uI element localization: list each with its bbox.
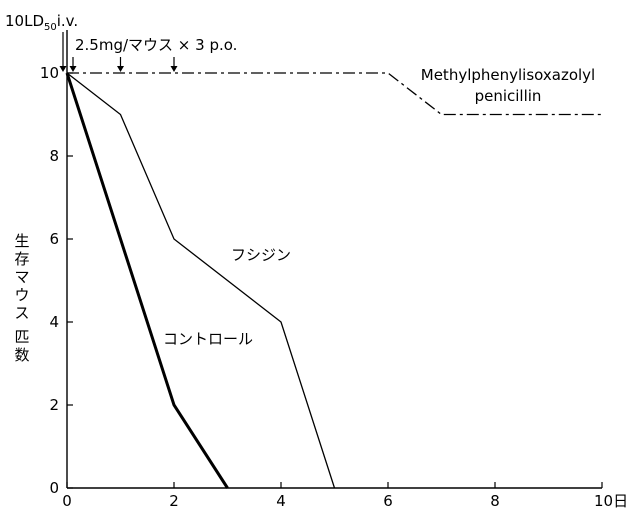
dosing-arrow-2-head: [117, 66, 124, 72]
series-line-2: [66, 72, 336, 489]
series-label-1: Methylphenylisoxazolyl penicillin: [421, 66, 595, 105]
annotation-layer: 10LD50i.v. 2.5mg/マウス × 3 p.o.: [5, 12, 237, 72]
y-tick-label: 2: [49, 396, 59, 414]
series-label-3: コントロール: [163, 330, 253, 348]
infection-annotation: 10LD50i.v.: [5, 12, 78, 33]
axis-ticks: 0 2 4 6 8 10 0 2 4 6 8 10日: [40, 64, 627, 510]
series-line-1: [67, 72, 602, 116]
x-tick-label: 2: [169, 492, 179, 510]
infection-label: 10LD: [5, 12, 44, 30]
infection-subscript: 50: [44, 22, 57, 33]
y-tick-label: 0: [49, 479, 59, 497]
dosing-annotation: 2.5mg/マウス × 3 p.o.: [75, 36, 237, 54]
y-tick-label: 10: [40, 64, 59, 82]
y-tick-label: 8: [49, 147, 59, 165]
series-layer: [65, 72, 602, 489]
infection-route: i.v.: [57, 12, 78, 30]
infection-arrow-head: [59, 66, 67, 72]
x-tick-label: 8: [490, 492, 500, 510]
y-tick-label: 4: [49, 313, 59, 331]
y-tick-label: 6: [49, 230, 59, 248]
x-tick-label: 6: [383, 492, 393, 510]
y-axis-label: 生存マウス匹数: [14, 232, 29, 364]
dosing-arrow-3-head: [170, 66, 178, 72]
series-label-layer: Methylphenylisoxazolyl penicillin フシジンコントロ…: [163, 66, 595, 348]
series-label-2: フシジン: [231, 246, 291, 264]
x-tick-label: 10日: [594, 492, 627, 510]
x-tick-label: 4: [276, 492, 286, 510]
x-tick-label: 0: [62, 492, 72, 510]
dosing-arrow-1-head: [69, 66, 77, 72]
series-line-3: [65, 72, 229, 489]
